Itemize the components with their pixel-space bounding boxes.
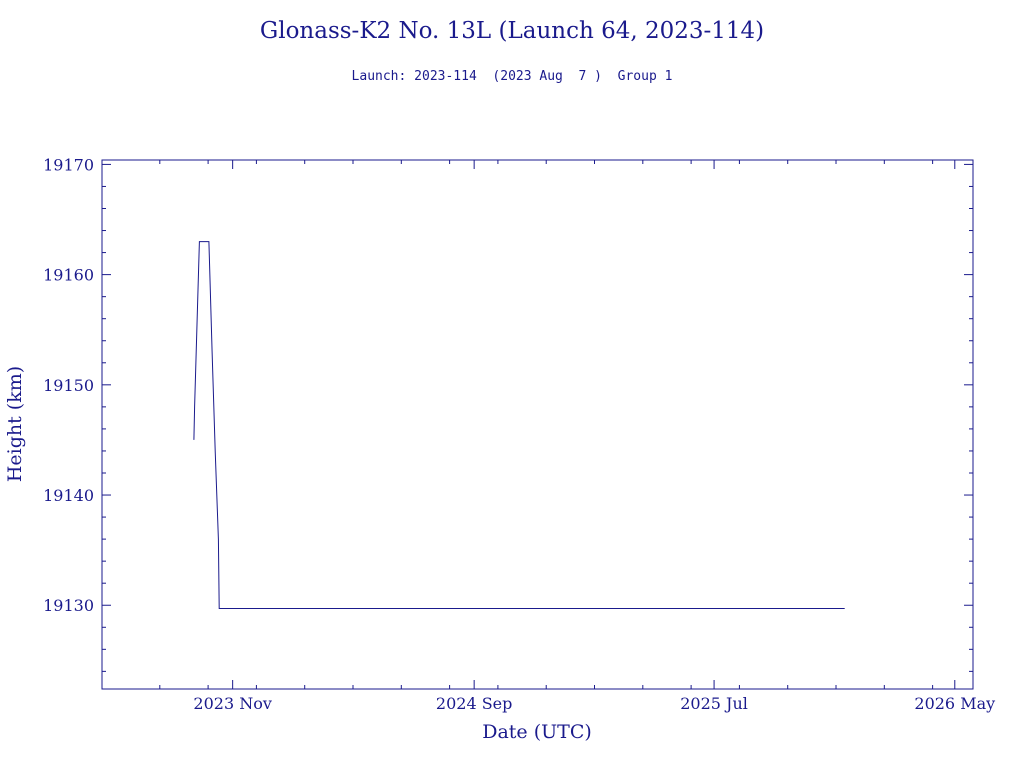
plot-frame xyxy=(101,159,974,690)
y-tick-label: 19170 xyxy=(43,155,94,174)
height-series-line xyxy=(193,241,845,609)
y-tick-label: 19160 xyxy=(43,266,94,285)
y-tick-label: 19150 xyxy=(43,376,94,395)
y-axis-title: Height (km) xyxy=(4,366,26,482)
x-axis: 2023 Nov 2024 Sep 2025 Jul 2026 May xyxy=(159,160,995,713)
y-tick-label: 19140 xyxy=(43,486,94,505)
series-group xyxy=(193,241,845,609)
x-tick-label: 2026 May xyxy=(914,694,995,713)
x-tick-label: 2025 Jul xyxy=(680,694,748,713)
x-axis-title: Date (UTC) xyxy=(482,721,592,743)
chart-subtitle: Launch: 2023-114 (2023 Aug 7 ) Group 1 xyxy=(352,69,673,84)
chart-title: Glonass-K2 No. 13L (Launch 64, 2023-114) xyxy=(260,18,764,44)
x-tick-label: 2024 Sep xyxy=(436,694,512,713)
y-tick-label: 19130 xyxy=(43,596,94,615)
x-tick-label: 2023 Nov xyxy=(193,694,271,713)
y-axis: 19130 19140 19150 19160 19170 xyxy=(43,155,973,672)
